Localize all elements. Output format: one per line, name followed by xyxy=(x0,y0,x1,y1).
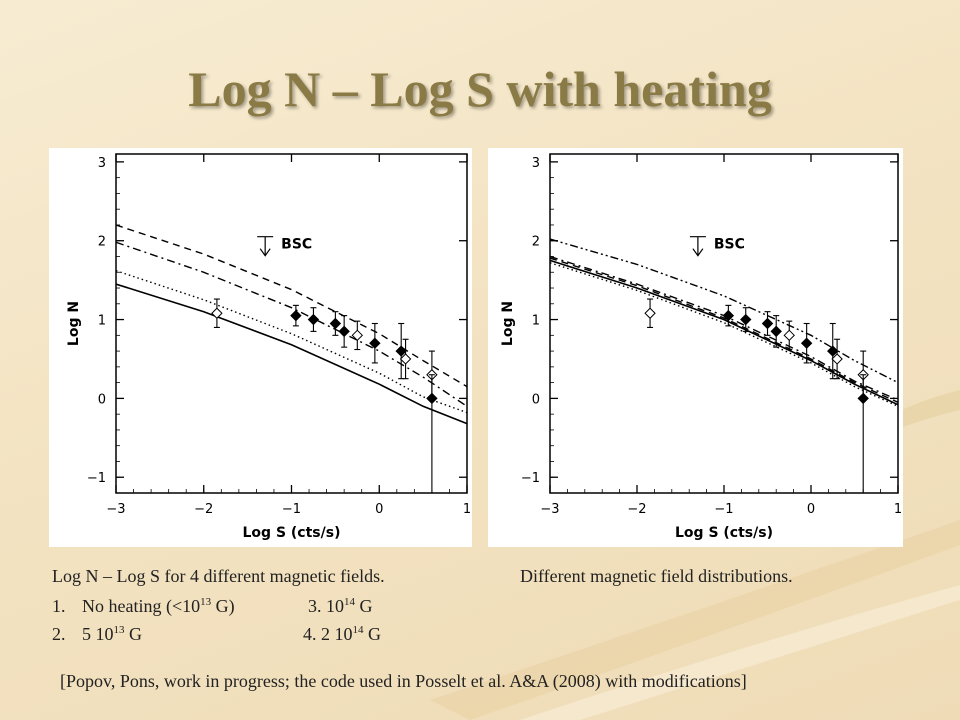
data-point xyxy=(211,298,223,328)
bsc-label: BSC xyxy=(281,237,312,253)
y-tick-label: 0 xyxy=(532,392,540,407)
item-3-text: 3. 10 xyxy=(308,596,344,616)
x-tick-label: −3 xyxy=(106,502,125,517)
series-line-dashed xyxy=(550,257,898,403)
chart-right: −3 −2 −1 0 1 −1 0 1 2 3 Log S (cts/s) Log N BSC xyxy=(500,153,902,541)
data-point xyxy=(395,322,407,380)
caption-list-item-3: 3. 1014 G xyxy=(308,596,373,617)
x-tick-label: −1 xyxy=(714,502,733,517)
y-tick-label: 3 xyxy=(98,156,106,171)
item-4-tail: G xyxy=(363,624,381,644)
data-point xyxy=(338,315,350,348)
series-line-solid xyxy=(550,259,898,406)
item-2-text: 5 10 xyxy=(82,624,114,644)
series-line-solid xyxy=(116,283,467,425)
data-point xyxy=(369,322,381,364)
item-1-exponent: 13 xyxy=(200,596,212,608)
data-point xyxy=(783,320,795,351)
data-point xyxy=(399,338,412,380)
item-2-number: 2. xyxy=(52,624,66,644)
data-point xyxy=(800,322,813,364)
page-title: Log N – Log S with heating xyxy=(188,61,772,117)
x-tick-label: 1 xyxy=(894,502,902,517)
data-point xyxy=(770,315,782,348)
caption-list-item-4: 4. 2 1014 G xyxy=(303,624,381,645)
y-tick-label: 2 xyxy=(532,235,540,250)
y-tick-label: 0 xyxy=(98,392,106,407)
series-line-dashdotdot xyxy=(550,238,898,384)
y-axis-label: Log N xyxy=(500,301,516,346)
item-2-exponent: 13 xyxy=(113,624,125,636)
series-line-dotted xyxy=(116,270,467,414)
series-line-dashed xyxy=(116,224,467,388)
caption-list-item-1: 1. No heating (<1013 G) xyxy=(52,596,235,617)
data-point xyxy=(329,311,342,336)
item-4-text: 4. 2 10 xyxy=(303,624,353,644)
item-3-exponent: 14 xyxy=(344,596,355,608)
data-point xyxy=(351,320,364,351)
bsc-label: BSC xyxy=(714,237,745,253)
item-2-tail: G xyxy=(124,624,142,644)
plot-frame xyxy=(115,153,468,494)
y-tick-label: 3 xyxy=(532,156,540,171)
data-point xyxy=(857,374,869,493)
caption-left: Log N – Log S for 4 different magnetic f… xyxy=(52,566,385,586)
x-tick-label: −3 xyxy=(540,502,559,517)
chart-left: −3 −2 −1 0 1 −1 0 1 2 3 Log S (cts/s) Log N BSC xyxy=(66,153,471,541)
data-point xyxy=(307,307,320,332)
y-tick-label: −1 xyxy=(87,471,106,486)
x-axis-label: Log S (cts/s) xyxy=(243,525,341,541)
caption-right: Different magnetic field distributions. xyxy=(520,566,793,586)
data-point xyxy=(761,311,774,336)
bsc-upper-limit-marker xyxy=(257,236,274,257)
data-point xyxy=(426,374,438,493)
caption-list-item-2: 2. 5 1013 G xyxy=(52,624,142,645)
series-line-dotted xyxy=(550,262,898,407)
reference-note: [Popov, Pons, work in progress; the code… xyxy=(60,671,747,691)
data-point xyxy=(740,307,752,332)
series-line-dashdot xyxy=(550,255,898,401)
x-tick-label: −1 xyxy=(282,502,301,517)
x-tick-label: −2 xyxy=(194,502,213,517)
y-tick-label: 1 xyxy=(532,314,540,329)
y-tick-label: −1 xyxy=(521,471,540,486)
x-tick-label: −2 xyxy=(627,502,646,517)
y-axis-label: Log N xyxy=(66,301,82,346)
chart-panel-right: −3 −2 −1 0 1 −1 0 1 2 3 Log S (cts/s) Log N BSC xyxy=(488,148,903,547)
item-1-text: No heating (<10 xyxy=(82,596,201,616)
chart-panel-left: −3 −2 −1 0 1 −1 0 1 2 3 Log S (cts/s) Log N BSC xyxy=(49,148,472,547)
y-tick-label: 1 xyxy=(98,314,106,329)
bsc-upper-limit-marker xyxy=(689,236,706,257)
y-tick-label: 2 xyxy=(98,235,106,250)
x-tick-label: 1 xyxy=(463,502,471,517)
data-point xyxy=(290,304,302,327)
data-point xyxy=(644,298,656,328)
plot-frame xyxy=(549,153,899,494)
item-4-exponent: 14 xyxy=(352,624,364,636)
data-point xyxy=(831,338,843,380)
x-tick-label: 0 xyxy=(375,502,383,517)
item-1-tail: G) xyxy=(211,596,235,616)
data-point xyxy=(722,304,735,327)
item-1-number: 1. xyxy=(52,596,66,616)
x-axis-label: Log S (cts/s) xyxy=(675,525,773,541)
series-line-dashdot xyxy=(116,241,467,407)
x-tick-label: 0 xyxy=(807,502,815,517)
item-3-tail: G xyxy=(355,596,373,616)
